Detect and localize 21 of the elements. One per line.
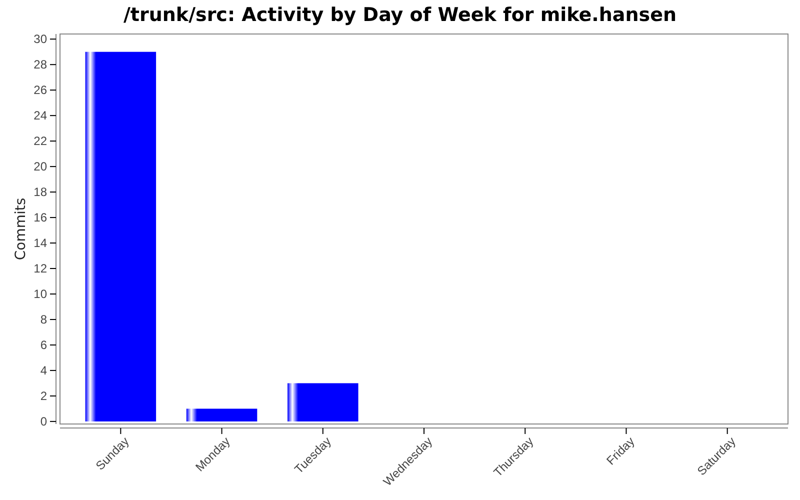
y-tick-label: 10 [34, 286, 48, 301]
y-tick-label: 18 [34, 184, 48, 199]
y-tick-label: 12 [34, 261, 48, 276]
y-tick-label: 22 [34, 134, 48, 148]
y-tick-label: 28 [34, 57, 48, 72]
bar [288, 383, 358, 422]
y-tick-label: 26 [34, 82, 48, 97]
y-tick-label: 20 [34, 159, 48, 174]
bar [85, 52, 156, 422]
bar [186, 408, 258, 422]
y-tick-label: 24 [34, 108, 48, 122]
y-tick-label: 16 [34, 210, 48, 224]
y-tick-label: 30 [34, 32, 48, 46]
y-tick-label: 6 [40, 338, 48, 352]
y-tick-label: 4 [40, 363, 48, 378]
y-tick-label: 8 [40, 312, 48, 326]
y-tick-label: 2 [40, 388, 48, 403]
chart-title: /trunk/src: Activity by Day of Week for mike.hansen [123, 4, 677, 26]
y-tick-label: 0 [40, 414, 48, 428]
y-axis-title: Commits [13, 198, 29, 260]
y-tick-label: 14 [34, 236, 48, 250]
